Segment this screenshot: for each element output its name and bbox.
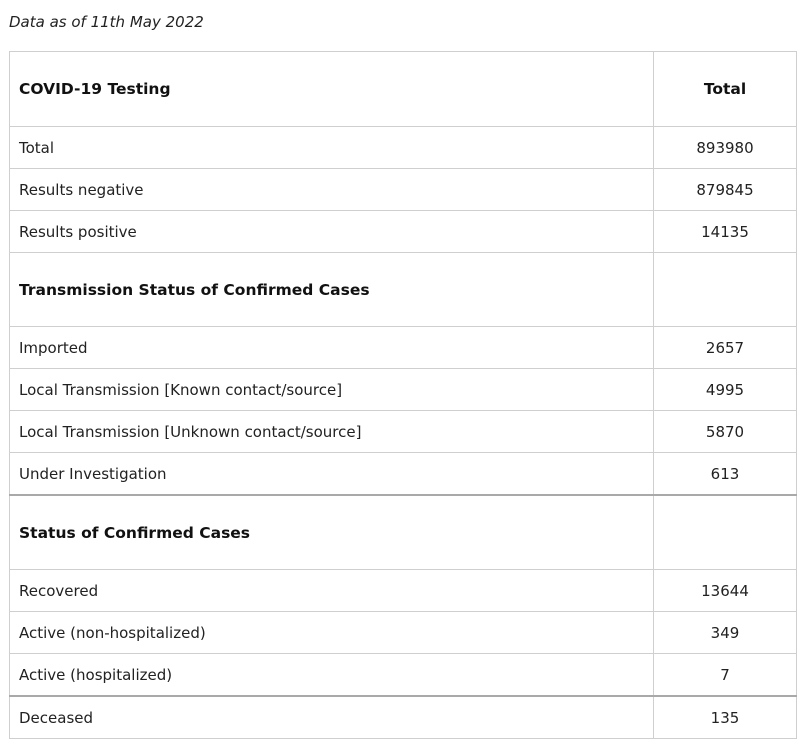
- table-header-row: COVID-19 Testing Total: [9, 51, 797, 127]
- row-value: 135: [653, 695, 797, 739]
- row-label: Imported: [9, 326, 654, 369]
- table-row: Recovered 13644: [9, 569, 797, 612]
- row-label: Total: [9, 126, 654, 169]
- table-row: Under Investigation 613: [9, 452, 797, 496]
- row-value: 5870: [653, 410, 797, 453]
- section-empty-cell: [653, 494, 797, 570]
- section-header-transmission: Transmission Status of Confirmed Cases: [9, 252, 797, 327]
- row-value: 14135: [653, 210, 797, 253]
- row-label: Deceased: [9, 695, 654, 739]
- header-total-label: Total: [653, 51, 797, 127]
- section-empty-cell: [653, 252, 797, 327]
- header-label: COVID-19 Testing: [9, 51, 654, 127]
- row-value: 2657: [653, 326, 797, 369]
- row-value: 893980: [653, 126, 797, 169]
- row-value: 4995: [653, 368, 797, 411]
- section-title: Status of Confirmed Cases: [9, 494, 654, 570]
- row-label: Active (hospitalized): [9, 653, 654, 697]
- table-row: Deceased 135: [9, 695, 797, 739]
- row-value: 7: [653, 653, 797, 697]
- table-row: Results negative 879845: [9, 168, 797, 211]
- row-value: 349: [653, 611, 797, 654]
- table-row: Local Transmission [Unknown contact/sour…: [9, 410, 797, 453]
- row-value: 879845: [653, 168, 797, 211]
- covid-stats-table: COVID-19 Testing Total Total 893980 Resu…: [9, 51, 797, 739]
- row-label: Recovered: [9, 569, 654, 612]
- table-row: Results positive 14135: [9, 210, 797, 253]
- section-title: Transmission Status of Confirmed Cases: [9, 252, 654, 327]
- row-label: Under Investigation: [9, 452, 654, 496]
- table-row: Imported 2657: [9, 326, 797, 369]
- row-label: Local Transmission [Known contact/source…: [9, 368, 654, 411]
- data-date-caption: Data as of 11th May 2022: [9, 13, 204, 31]
- row-value: 613: [653, 452, 797, 496]
- row-label: Local Transmission [Unknown contact/sour…: [9, 410, 654, 453]
- table-row: Total 893980: [9, 126, 797, 169]
- row-label: Results negative: [9, 168, 654, 211]
- row-label: Active (non-hospitalized): [9, 611, 654, 654]
- table-row: Local Transmission [Known contact/source…: [9, 368, 797, 411]
- row-value: 13644: [653, 569, 797, 612]
- section-header-status: Status of Confirmed Cases: [9, 494, 797, 570]
- row-label: Results positive: [9, 210, 654, 253]
- table-row: Active (hospitalized) 7: [9, 653, 797, 697]
- table-row: Active (non-hospitalized) 349: [9, 611, 797, 654]
